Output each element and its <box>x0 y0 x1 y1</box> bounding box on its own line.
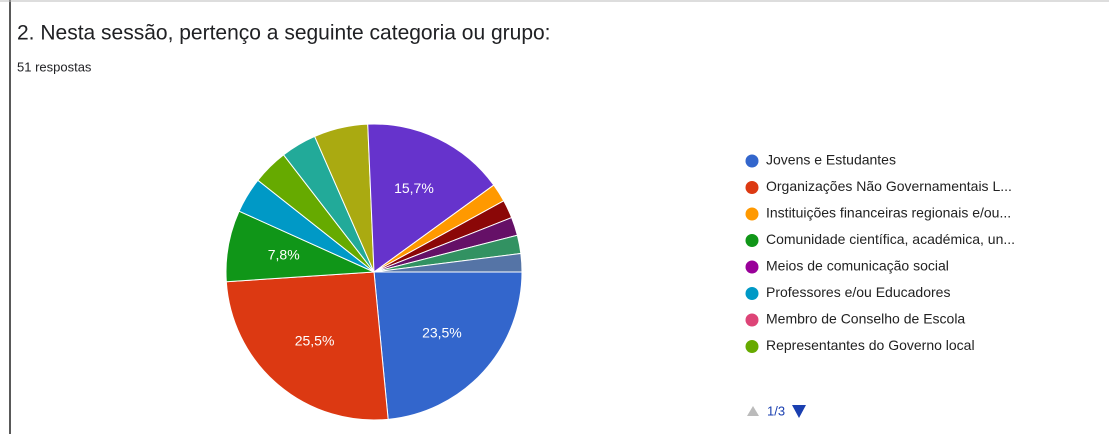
slice-label: 7,8% <box>268 246 300 262</box>
pie-slice <box>367 123 495 273</box>
legend-swatch <box>745 260 759 274</box>
legend-swatch <box>745 181 759 194</box>
legend-swatch <box>745 207 759 221</box>
legend-label: Comunidade científica, académica, un... <box>766 231 1015 247</box>
legend-swatch <box>745 234 759 247</box>
response-count: 51 respostas <box>17 59 92 74</box>
page-up[interactable] <box>747 406 759 416</box>
chart-title: 2. Nesta sessão, pertenço a seguinte cat… <box>17 22 551 45</box>
legend-swatch <box>745 313 759 327</box>
slice-label: 23,5% <box>422 324 462 340</box>
legend-label: Membro de Conselho de Escola <box>766 311 965 327</box>
pie-slice <box>373 271 523 420</box>
legend-label: Representantes do Governo local <box>766 337 975 353</box>
legend-label: Jovens e Estudantes <box>766 152 896 168</box>
slice-label: 15,7% <box>394 180 434 196</box>
legend-label: Meios de comunicação social <box>766 258 949 274</box>
page-indicator: 1/3 <box>767 403 785 418</box>
legend-swatch <box>745 154 759 168</box>
pie-slice <box>225 271 389 421</box>
legend-swatch <box>745 287 759 300</box>
legend-swatch <box>745 340 759 353</box>
page-down[interactable] <box>792 405 806 418</box>
legend-label: Professores e/ou Educadores <box>766 284 950 300</box>
pie-slice <box>373 252 523 273</box>
slice-label: 25,5% <box>295 333 335 349</box>
legend-label: Instituições financeiras regionais e/ou.… <box>766 205 1011 221</box>
legend-label: Organizações Não Governamentais L... <box>766 178 1012 194</box>
